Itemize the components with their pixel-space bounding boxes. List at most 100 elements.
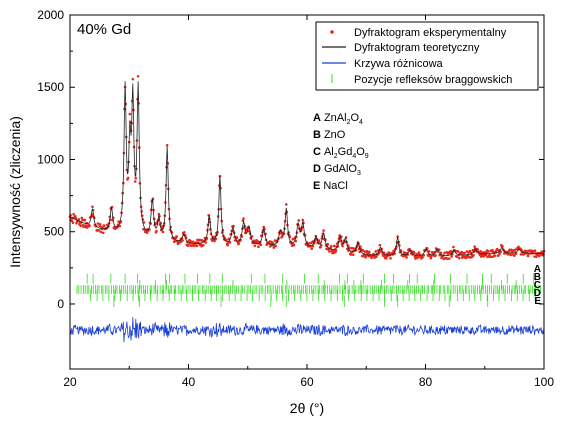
experimental-point [284,203,288,206]
experimental-point [96,222,100,225]
experimental-point [389,257,392,260]
experimental-point [498,252,501,255]
legend-marker-experimental [330,30,334,34]
experimental-point [421,256,424,259]
experimental-point [237,242,241,245]
experimental-point [235,236,239,239]
y-tick-label: 0 [57,297,64,311]
experimental-point [128,112,132,116]
experimental-point [103,224,106,227]
experimental-point [101,226,104,229]
experimental-point [188,238,191,242]
experimental-point [297,219,301,222]
bragg-letter-b: B [534,272,541,283]
legend-label-difference: Krzywa różnicowa [354,58,444,70]
experimental-point [526,254,530,258]
experimental-point [385,256,388,260]
experimental-point [375,255,378,259]
experimental-point [455,255,459,258]
experimental-point [274,244,277,248]
experimental-point [99,230,103,234]
experimental-point [204,241,207,244]
experimental-point [473,245,476,248]
experimental-point [195,244,199,248]
experimental-point [228,240,232,244]
experimental-point [328,250,331,253]
experimental-point [476,247,479,251]
experimental-point [405,256,408,259]
sample-label: 40% Gd [77,21,131,38]
experimental-point [210,239,214,242]
y-tick-label: 1500 [37,80,64,94]
experimental-point [173,239,177,243]
experimental-point [272,246,276,249]
experimental-point [472,254,475,257]
experimental-point [187,243,190,246]
experimental-point [374,250,378,253]
experimental-point [133,180,137,183]
phase-a: A ZnAl2O4 [313,112,363,126]
phase-list: A ZnAl2O4 B ZnO C Al2Gd4O9 D GdAlO3 E NaCl [313,112,369,192]
x-tick-label: 20 [63,375,77,389]
legend: Dyfraktogram eksperymentalny Dyfraktogra… [315,21,539,91]
experimental-point [74,215,77,218]
experimental-point [257,245,260,248]
bragg-reflections [76,273,541,307]
experimental-point [351,253,355,256]
experimental-point [97,228,101,232]
experimental-point [175,235,178,238]
experimental-point [213,239,216,243]
phase-b: B ZnO [313,129,346,141]
experimental-point [292,243,296,247]
experimental-point [159,228,163,232]
experimental-point [310,247,314,251]
experimental-point [411,253,414,256]
experimental-point [226,243,229,247]
experimental-point [131,77,135,81]
experimental-point [519,253,523,256]
experimental-point [196,238,199,242]
x-tick-label: 80 [419,375,433,389]
experimental-point [429,256,433,260]
phase-e: E NaCl [313,180,348,192]
experimental-point [457,256,461,260]
experimental-point [98,223,102,226]
experimental-point [487,250,490,253]
experimental-point [329,244,333,248]
experimental-point [71,221,75,225]
experimental-point [253,244,257,248]
y-tick-label: 500 [44,225,64,239]
experimental-point [447,257,451,260]
experimental-point [319,244,323,247]
experimental-point [118,224,122,228]
experimental-point [317,239,321,242]
bragg-letter-d: D [534,288,541,299]
experimental-point [72,212,75,216]
legend-label-bragg: Pozycje refleksów braggowskich [354,74,512,86]
experimental-point [452,245,455,249]
experimental-point [145,231,149,234]
x-axis-title: 2θ (°) [290,400,324,416]
experimental-point [479,250,482,253]
experimental-point [417,251,421,254]
experimental-point [181,239,184,242]
experimental-point [318,241,321,244]
x-tick-label: 40 [182,375,196,389]
experimental-point [134,176,138,180]
experimental-point [227,237,231,241]
experimental-point [468,249,472,253]
experimental-point [509,253,513,257]
experimental-point [79,224,82,228]
difference-curve [69,317,545,343]
calculated-line [69,81,544,256]
experimental-point [412,251,416,255]
experimental-point [326,242,330,246]
experimental-point [83,218,87,222]
x-tick-label: 60 [300,375,314,389]
experimental-point [349,253,353,256]
difference-line [69,317,545,343]
legend-label-experimental: Dyfraktogram eksperymentalny [354,27,507,39]
experimental-point [513,254,516,257]
experimental-point [126,176,130,180]
